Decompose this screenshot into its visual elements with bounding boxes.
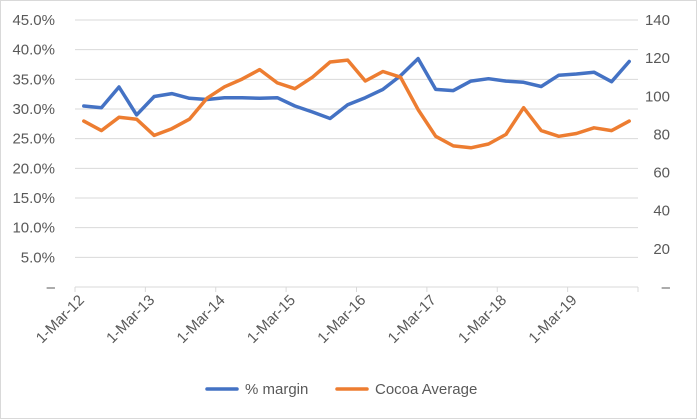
y-right-tick-label: 60 <box>653 165 670 182</box>
x-tick-label: 1-Mar-16 <box>314 292 369 347</box>
y-right-tick-label: 140 <box>645 12 670 29</box>
y-left-tick-label: 5.0% <box>21 249 55 266</box>
y-right-tick-label: 100 <box>645 88 670 105</box>
y-left-tick-label: 40.0% <box>12 42 55 59</box>
legend-cocoa-average-label: Cocoa Average <box>375 381 477 398</box>
y-left-tick-label: 15.0% <box>12 190 55 207</box>
x-tick-label: 1-Mar-14 <box>174 292 229 347</box>
x-tick-label: 1-Mar-17 <box>385 292 440 347</box>
y-right-tick-label: 40 <box>653 203 670 220</box>
x-tick-label: 1-Mar-12 <box>33 292 88 347</box>
y-right-tick-label: – <box>662 279 671 296</box>
series-line-cocoa-average <box>82 58 631 150</box>
series-line-margin <box>82 56 631 121</box>
y-left-tick-label: 25.0% <box>12 131 55 148</box>
y-left-tick-label: 10.0% <box>12 220 55 237</box>
x-tick-label: 1-Mar-18 <box>455 292 510 347</box>
y-right-tick-label: 80 <box>653 126 670 143</box>
y-left-tick-label: 35.0% <box>12 71 55 88</box>
y-left-tick-label: – <box>47 279 56 296</box>
y-left-tick-label: 45.0% <box>12 12 55 29</box>
legend-margin-label: % margin <box>245 381 308 398</box>
y-right-tick-label: 20 <box>653 241 670 258</box>
y-left-tick-label: 20.0% <box>12 160 55 177</box>
x-tick-label: 1-Mar-13 <box>103 292 158 347</box>
y-right-tick-label: 120 <box>645 50 670 67</box>
x-tick-label: 1-Mar-19 <box>525 292 580 347</box>
x-tick-label: 1-Mar-15 <box>244 292 299 347</box>
y-left-tick-label: 30.0% <box>12 101 55 118</box>
